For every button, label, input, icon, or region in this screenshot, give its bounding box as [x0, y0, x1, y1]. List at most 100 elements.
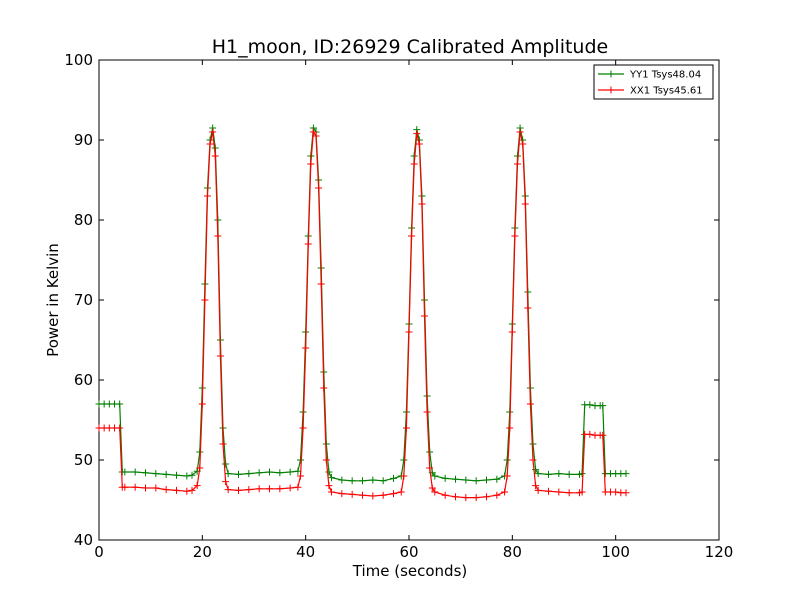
data-point-marker [222, 478, 230, 486]
data-point-marker [325, 468, 333, 476]
data-point-marker [121, 468, 129, 476]
data-point-marker [307, 160, 315, 168]
data-point-marker [390, 490, 397, 498]
data-point-marker [423, 408, 431, 416]
data-point-marker [431, 488, 439, 496]
data-point-marker [493, 475, 501, 483]
data-point-marker [405, 328, 413, 336]
data-point-marker [188, 471, 196, 479]
data-point-marker [211, 152, 219, 160]
data-point-marker [162, 486, 170, 494]
data-point-marker [511, 232, 519, 240]
data-point-marker [503, 472, 511, 480]
x-tick-label: 80 [503, 543, 522, 561]
data-point-marker [529, 456, 537, 464]
x-axis-label: Time (seconds) [352, 562, 468, 580]
data-point-marker [235, 486, 242, 494]
data-point-marker [224, 470, 232, 478]
y-tick-label: 80 [74, 211, 93, 229]
data-point-marker [224, 486, 232, 494]
y-tick-label: 90 [74, 131, 93, 149]
data-point-marker [297, 456, 304, 464]
axis-ticks: 0 20 40 60 80 100 120 40 50 60 70 80 90 100 [64, 51, 733, 561]
data-point-marker [312, 132, 320, 140]
data-point-marker [586, 401, 594, 409]
data-point-marker [325, 482, 333, 490]
data-point-marker [493, 491, 501, 499]
series-line [99, 130, 626, 499]
data-point-marker [255, 469, 263, 477]
data-point-marker [131, 468, 139, 476]
data-point-marker [359, 477, 366, 485]
data-point-marker [529, 440, 537, 448]
y-tick-label: 40 [74, 531, 93, 549]
data-point-marker [622, 489, 630, 497]
data-point-marker [545, 470, 552, 478]
data-point-marker [565, 489, 573, 497]
data-point-marker [317, 280, 325, 288]
legend-label: YY1 Tsys48.04 [629, 70, 701, 81]
data-point-marker [431, 472, 439, 480]
x-tick-label: 0 [94, 543, 104, 561]
data-point-marker [555, 470, 563, 478]
data-point-marker [415, 140, 423, 148]
data-point-marker [209, 128, 217, 136]
x-tick-label: 100 [601, 543, 630, 561]
data-point-marker [216, 352, 224, 360]
data-point-marker [472, 477, 480, 485]
data-point-marker [201, 296, 209, 304]
data-point-marker [514, 160, 521, 168]
data-point-marker [359, 491, 366, 499]
plot-frame [98, 59, 720, 541]
data-point-marker [152, 470, 160, 478]
data-point-marker [214, 232, 222, 240]
data-point-marker [400, 472, 408, 480]
data-point-marker [266, 468, 273, 476]
data-point-marker [142, 469, 149, 477]
data-point-marker [428, 484, 436, 492]
data-point-marker [183, 472, 191, 480]
data-point-marker [612, 488, 620, 496]
data-point-marker [297, 472, 304, 480]
data-point-marker [276, 485, 284, 493]
data-point-marker [338, 490, 346, 498]
data-point-marker [483, 476, 490, 484]
data-point-marker [294, 483, 302, 491]
data-point-marker [441, 491, 449, 499]
data-point-marker [503, 456, 511, 464]
data-point-marker [369, 476, 377, 484]
data-point-marker [532, 466, 540, 474]
legend-box [593, 64, 714, 100]
data-point-marker [142, 484, 149, 492]
x-tick-label: 20 [193, 543, 212, 561]
data-point-marker [418, 200, 426, 208]
data-point-marker [379, 491, 387, 499]
legend-marker [607, 86, 615, 94]
data-point-marker [348, 490, 356, 498]
data-point-marker [397, 488, 405, 496]
data-point-marker [235, 470, 242, 478]
data-point-marker [222, 460, 230, 468]
data-point-marker [245, 486, 253, 494]
legend-marker [607, 70, 615, 78]
data-point-marker [526, 400, 534, 408]
data-point-marker [198, 400, 206, 408]
data-point-marker [586, 430, 594, 438]
data-point-marker [532, 482, 540, 490]
data-point-marker [599, 431, 607, 439]
data-point-marker [402, 424, 410, 432]
data-point-marker [426, 448, 434, 456]
legend: YY1 Tsys48.04 XX1 Tsys45.61 [593, 64, 714, 100]
data-point-marker [462, 476, 470, 484]
data-point-marker [162, 470, 170, 478]
data-point-marker [338, 476, 346, 484]
y-tick-label: 100 [64, 51, 93, 69]
data-point-marker [183, 487, 191, 495]
data-point-marker [413, 130, 421, 138]
data-point-marker [173, 486, 180, 494]
data-point-marker [276, 469, 284, 477]
data-point-marker [121, 483, 129, 491]
data-point-marker [441, 474, 449, 482]
x-tick-label: 120 [705, 543, 734, 561]
